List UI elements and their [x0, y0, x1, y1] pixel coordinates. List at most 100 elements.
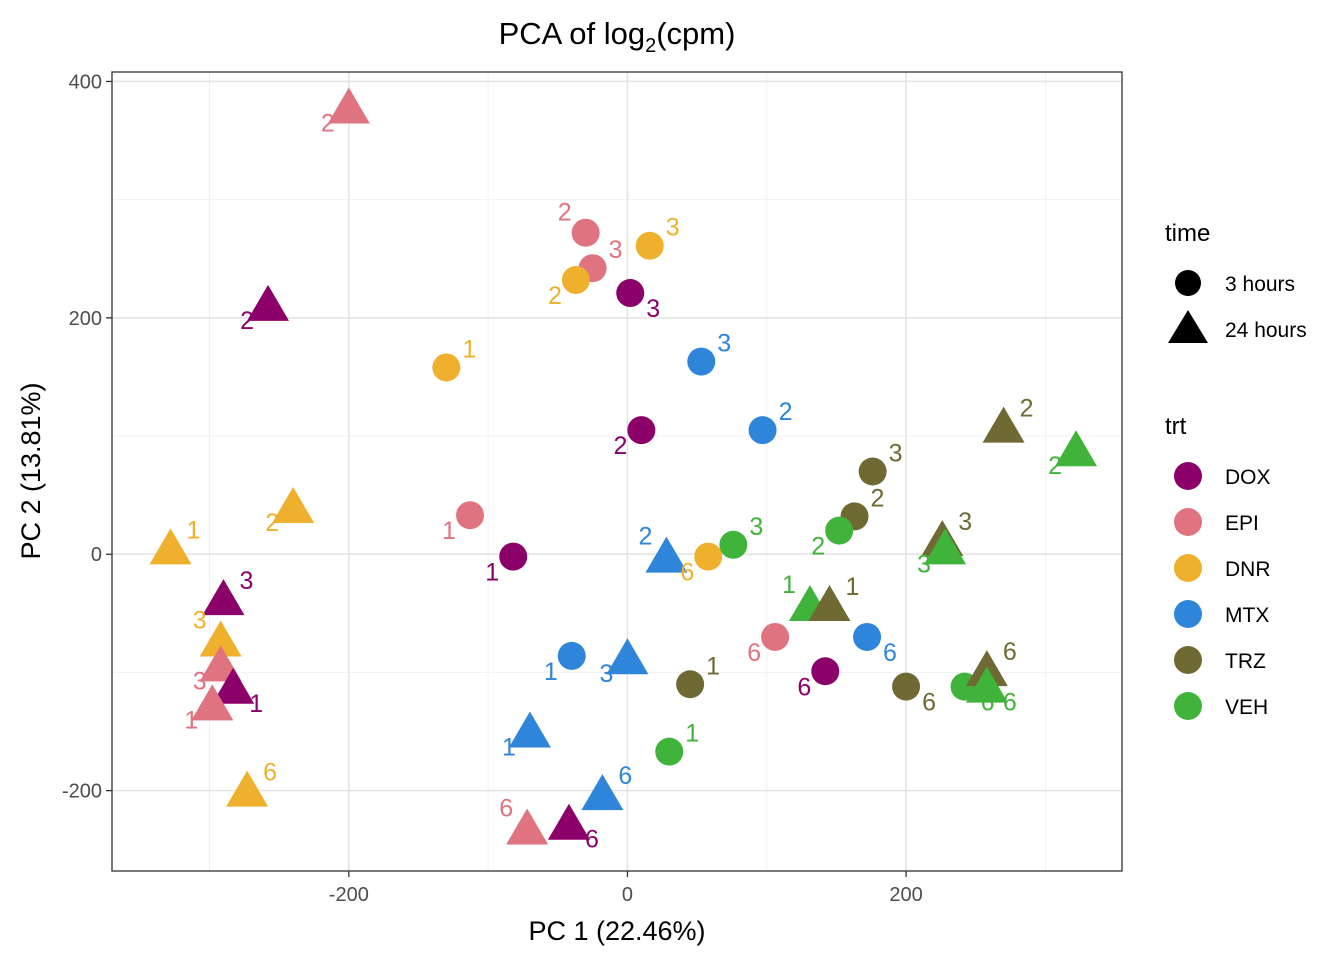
y-tick-label: 400: [69, 71, 102, 93]
point-label: 3: [193, 607, 207, 635]
point-mtx-24h: [581, 774, 624, 811]
point-dox-3h: [811, 657, 840, 686]
chart-title-rest: (cpm): [656, 16, 735, 51]
point-epi-24h: [506, 808, 549, 845]
point-label: 6: [263, 759, 277, 787]
point-label: 1: [485, 559, 499, 587]
point-label: 3: [749, 513, 763, 541]
point-label: 6: [1003, 689, 1017, 717]
legend-time-title: time: [1165, 220, 1210, 247]
chart-title-subscript: 2: [645, 35, 656, 57]
point-dox-24h: [247, 284, 290, 321]
point-label: 1: [462, 335, 476, 363]
point-dnr-3h: [432, 353, 461, 382]
point-label: 3: [666, 214, 680, 242]
legend-triangle-icon: [1168, 310, 1208, 343]
point-label: 1: [782, 571, 796, 599]
point-dox-3h: [499, 542, 528, 571]
point-label: 3: [646, 295, 660, 323]
point-label: 3: [917, 550, 931, 578]
point-label: 2: [639, 523, 653, 551]
point-dnr-3h: [694, 542, 723, 571]
x-tick-label: 0: [622, 884, 633, 906]
point-dnr-3h: [561, 266, 590, 295]
legend-swatch-mtx: [1174, 600, 1202, 628]
point-label: 6: [797, 673, 811, 701]
point-label: 1: [544, 658, 558, 686]
point-label: 2: [871, 484, 885, 512]
x-axis-ticks: -200 0 200: [329, 871, 923, 906]
point-label: 3: [889, 440, 903, 468]
point-dnr-24h: [226, 770, 269, 807]
chart-title-main: PCA of log: [499, 16, 645, 51]
point-label: 2: [548, 282, 562, 310]
point-dox-24h: [202, 579, 245, 616]
point-label: 2: [240, 307, 254, 335]
point-label: 2: [1020, 395, 1034, 423]
point-dnr-24h: [149, 528, 192, 565]
y-tick-label: -200: [62, 781, 102, 803]
point-label: 6: [499, 794, 513, 822]
point-dox-3h: [627, 416, 656, 445]
point-label: 3: [239, 567, 253, 595]
point-label: 1: [845, 573, 859, 601]
legend-swatch-dox: [1174, 462, 1202, 490]
legend: time 3 hours 24 hours trt DOX EPI DNR MTX TRZ…: [1165, 220, 1307, 720]
point-dnr-3h: [635, 231, 664, 260]
point-mtx-3h: [853, 622, 882, 651]
point-mtx-24h: [606, 638, 649, 675]
point-label: 3: [958, 508, 972, 536]
point-trz-3h: [858, 457, 887, 486]
point-dox-24h: [547, 803, 590, 840]
point-label: 1: [706, 652, 720, 680]
point-label: 6: [680, 559, 694, 587]
point-veh-24h: [965, 666, 1008, 703]
chart-title: PCA of log2(cpm): [499, 16, 736, 57]
point-label: 1: [502, 734, 516, 762]
point-label: 1: [187, 516, 201, 544]
point-label: 3: [600, 660, 614, 688]
point-dox-24h: [212, 667, 255, 704]
point-label: 6: [883, 639, 897, 667]
point-veh-3h: [825, 516, 854, 545]
legend-time-label: 3 hours: [1225, 273, 1295, 296]
legend-trt-label: DNR: [1225, 558, 1271, 581]
point-label: 6: [618, 762, 632, 790]
point-label: 2: [779, 398, 793, 426]
point-veh-3h: [655, 737, 684, 766]
point-trz-24h: [982, 406, 1025, 443]
legend-swatch-dnr: [1174, 554, 1202, 582]
legend-trt-label: TRZ: [1225, 650, 1266, 673]
point-label: 2: [321, 109, 335, 137]
point-label: 1: [442, 517, 456, 545]
legend-trt-label: MTX: [1225, 604, 1269, 627]
y-axis-label: PC 2 (13.81%): [16, 382, 46, 559]
point-label: 3: [717, 330, 731, 358]
point-label: 3: [609, 236, 623, 264]
point-label: 2: [613, 432, 627, 460]
plot-panel: [112, 72, 1122, 871]
legend-trt-label: DOX: [1225, 466, 1271, 489]
point-label: 3: [193, 667, 207, 695]
point-trz-24h: [808, 585, 851, 622]
y-tick-label: 0: [91, 544, 102, 566]
point-label: 2: [265, 509, 279, 537]
point-mtx-24h: [645, 536, 688, 573]
point-epi-3h: [571, 218, 600, 247]
point-label: 2: [558, 199, 572, 227]
point-label: 1: [184, 706, 198, 734]
legend-trt-title: trt: [1165, 413, 1187, 440]
legend-time-label: 24 hours: [1225, 319, 1307, 342]
point-veh-24h: [924, 528, 967, 565]
point-mtx-24h: [508, 711, 551, 748]
point-dox-3h: [616, 279, 645, 308]
y-axis-ticks: -200 0 200 400: [62, 71, 112, 803]
point-label: 6: [922, 689, 936, 717]
point-label: 1: [249, 690, 263, 718]
point-dnr-24h: [199, 620, 242, 657]
point-veh-24h: [1055, 430, 1098, 467]
legend-circle-icon: [1175, 270, 1201, 296]
point-label: 2: [1048, 452, 1062, 480]
point-epi-3h: [761, 622, 790, 651]
